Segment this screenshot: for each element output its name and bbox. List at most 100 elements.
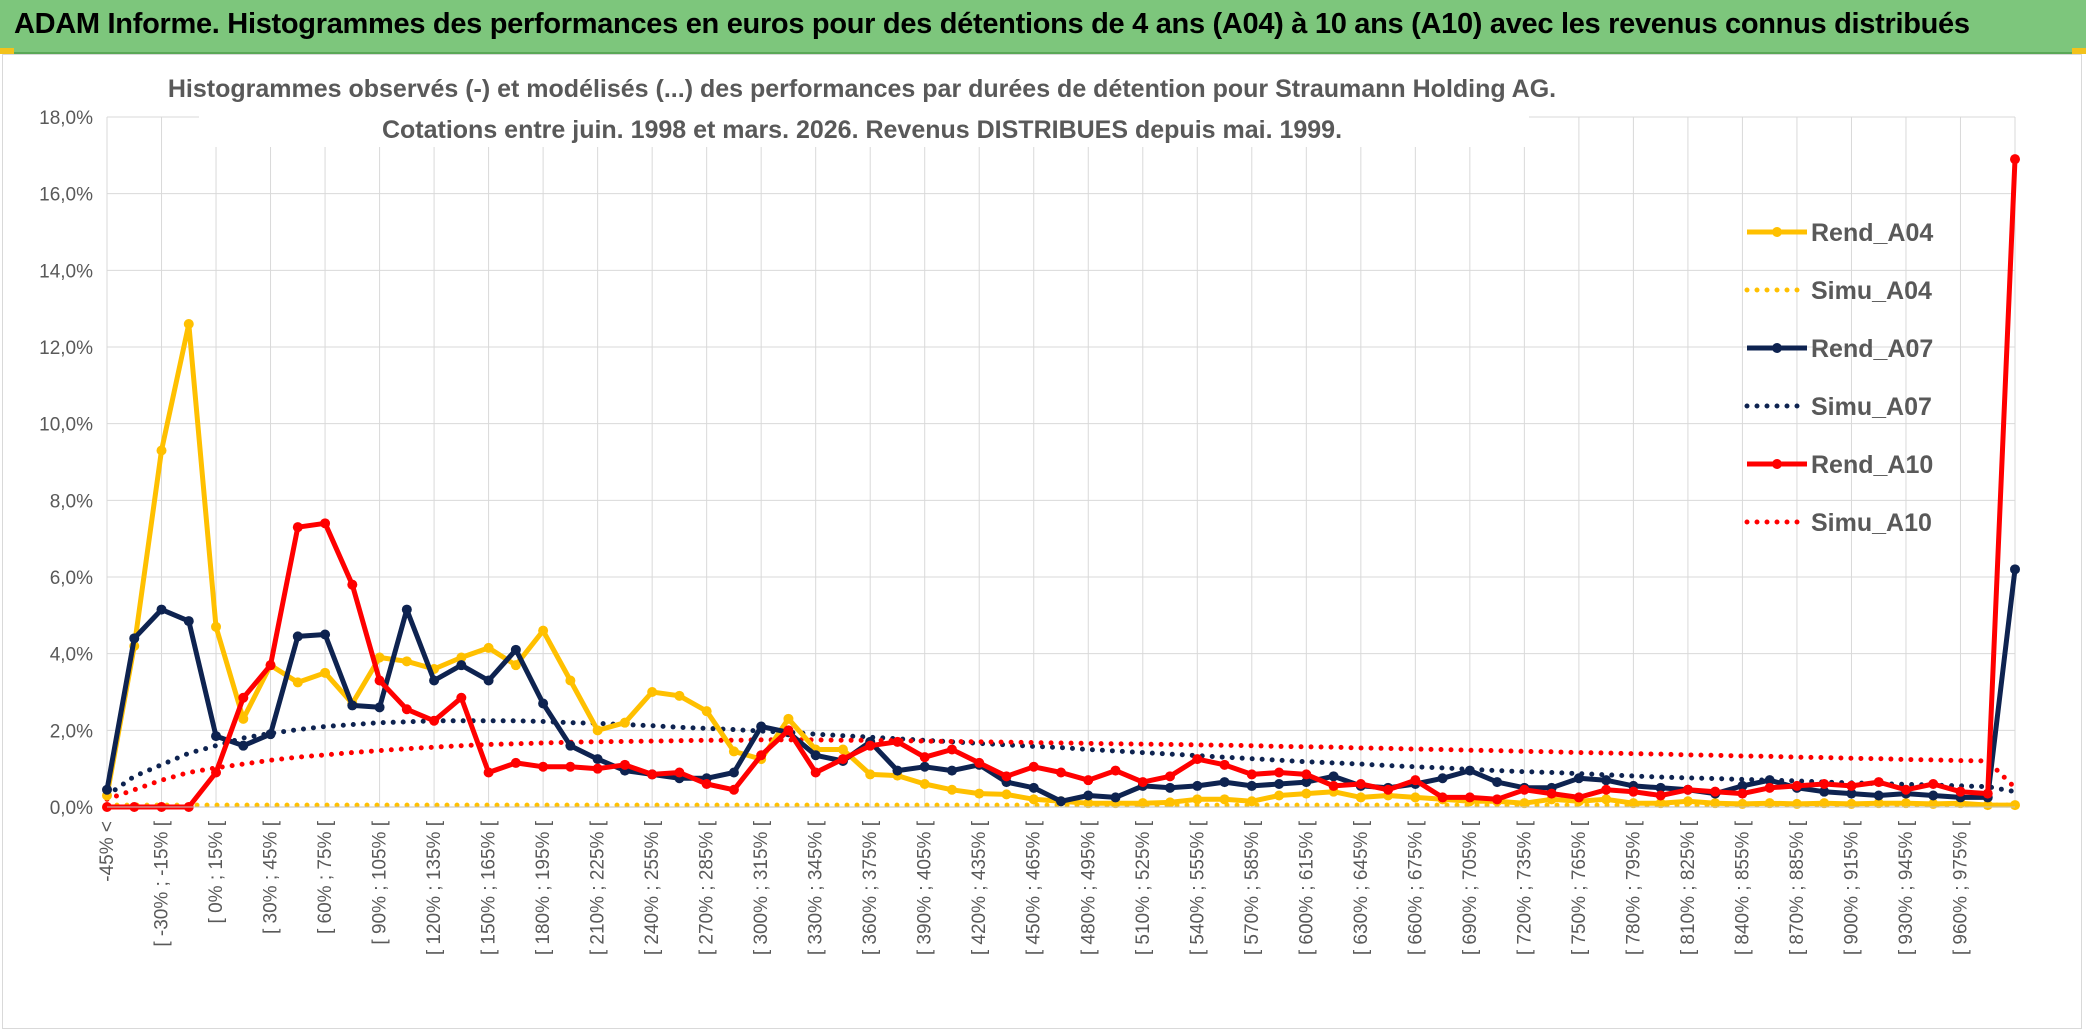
data-point <box>701 779 712 789</box>
series-simu-a07 <box>104 718 2018 798</box>
data-point <box>592 754 603 765</box>
data-point <box>374 652 385 663</box>
data-point <box>1083 798 1094 809</box>
data-point <box>837 744 848 755</box>
data-point <box>510 757 521 768</box>
data-point <box>1165 797 1176 808</box>
x-tick-label: [ 750% ; 765% [ <box>1569 820 1590 955</box>
data-point <box>919 752 930 763</box>
data-point <box>456 692 467 703</box>
data-point <box>510 644 521 655</box>
data-point <box>1573 773 1584 784</box>
data-point <box>1519 798 1530 809</box>
data-point <box>674 690 685 701</box>
data-point <box>1655 790 1666 801</box>
x-tick-label: [ 390% ; 405% [ <box>915 820 936 955</box>
data-point <box>1083 790 1094 801</box>
series-line <box>104 321 2015 808</box>
x-tick-label: [ 90% ; 105% [ <box>370 820 391 944</box>
data-point <box>1328 780 1339 791</box>
y-tick-label: 18,0% <box>39 108 93 129</box>
banner-title: ADAM Informe. Histogrammes des performan… <box>14 8 1970 40</box>
data-point <box>1219 794 1230 805</box>
data-point <box>565 675 576 686</box>
data-point <box>1028 782 1039 793</box>
data-point <box>1928 798 1939 809</box>
data-point <box>728 784 739 795</box>
data-point <box>974 757 985 768</box>
x-tick-label: [ 540% ; 555% [ <box>1187 820 1208 955</box>
data-point <box>1900 784 1911 795</box>
data-point <box>1165 782 1176 793</box>
data-point <box>1001 789 1012 800</box>
x-tick-label: [ 240% ; 255% [ <box>642 820 663 955</box>
data-point <box>510 660 521 671</box>
data-point <box>1056 796 1066 807</box>
data-point <box>1410 792 1421 803</box>
x-tick-label: -45% < <box>97 821 118 882</box>
data-point <box>647 769 658 780</box>
data-point <box>483 642 494 653</box>
legend-marker <box>1772 343 1782 353</box>
data-point <box>538 698 549 709</box>
data-point <box>1846 788 1857 799</box>
data-point <box>1137 798 1148 809</box>
x-tick-label: [ 600% ; 615% [ <box>1296 820 1317 955</box>
data-point <box>1873 777 1884 788</box>
data-point <box>320 629 331 640</box>
data-point <box>1628 798 1639 809</box>
series-simu-a10 <box>104 737 2018 802</box>
y-tick-label: 0,0% <box>50 798 93 819</box>
data-point <box>1219 759 1230 770</box>
data-point <box>292 631 303 642</box>
banner-corner-right <box>2072 48 2086 54</box>
data-point <box>1028 761 1039 772</box>
data-point <box>1464 765 1475 776</box>
x-tick-label: [ 510% ; 525% [ <box>1133 820 1154 955</box>
banner: ADAM Informe. Histogrammes des performan… <box>0 0 2086 54</box>
data-point <box>238 692 249 703</box>
data-point <box>919 761 930 772</box>
data-point <box>1764 798 1775 809</box>
data-point <box>1219 777 1230 788</box>
x-tick-label: [ 180% ; 195% [ <box>533 820 554 955</box>
data-point <box>211 767 222 778</box>
data-point <box>211 621 222 632</box>
series-rend-a04 <box>102 319 2020 811</box>
data-point <box>1846 798 1857 809</box>
data-point <box>1110 765 1121 776</box>
data-point <box>1655 782 1666 793</box>
x-tick-label: [ 330% ; 345% [ <box>806 820 827 955</box>
legend-marker <box>1772 459 1782 469</box>
data-point <box>565 740 576 751</box>
data-point <box>401 704 412 715</box>
data-point <box>1246 769 1257 780</box>
data-point <box>1492 777 1503 788</box>
x-tick-label: [ 900% ; 915% [ <box>1841 820 1862 955</box>
data-point <box>129 633 140 644</box>
data-point <box>238 713 249 724</box>
data-point <box>1192 794 1203 805</box>
data-point <box>1246 780 1257 791</box>
data-point <box>701 706 712 717</box>
data-point <box>1001 771 1012 782</box>
data-point <box>2010 154 2020 165</box>
data-point <box>1628 786 1639 797</box>
data-point <box>1083 775 1094 786</box>
y-tick-label: 10,0% <box>39 415 93 436</box>
data-point <box>1301 788 1312 799</box>
data-point <box>592 725 603 736</box>
legend-label: Rend_A07 <box>1811 335 1933 363</box>
banner-corner-left <box>0 48 14 54</box>
data-point <box>946 784 957 795</box>
data-point <box>1655 798 1666 809</box>
x-tick-label: [ 120% ; 135% [ <box>424 820 445 955</box>
y-tick-label: 14,0% <box>39 261 93 282</box>
chart-subtitle: Cotations entre juin. 1998 et mars. 2026… <box>382 116 1342 144</box>
x-tick-label: [ 360% ; 375% [ <box>860 820 881 955</box>
series-line <box>104 718 2018 798</box>
series-line <box>107 159 2018 810</box>
x-tick-label: [ 870% ; 885% [ <box>1787 820 1808 955</box>
y-tick-label: 12,0% <box>39 338 93 359</box>
title-background <box>199 55 1529 147</box>
